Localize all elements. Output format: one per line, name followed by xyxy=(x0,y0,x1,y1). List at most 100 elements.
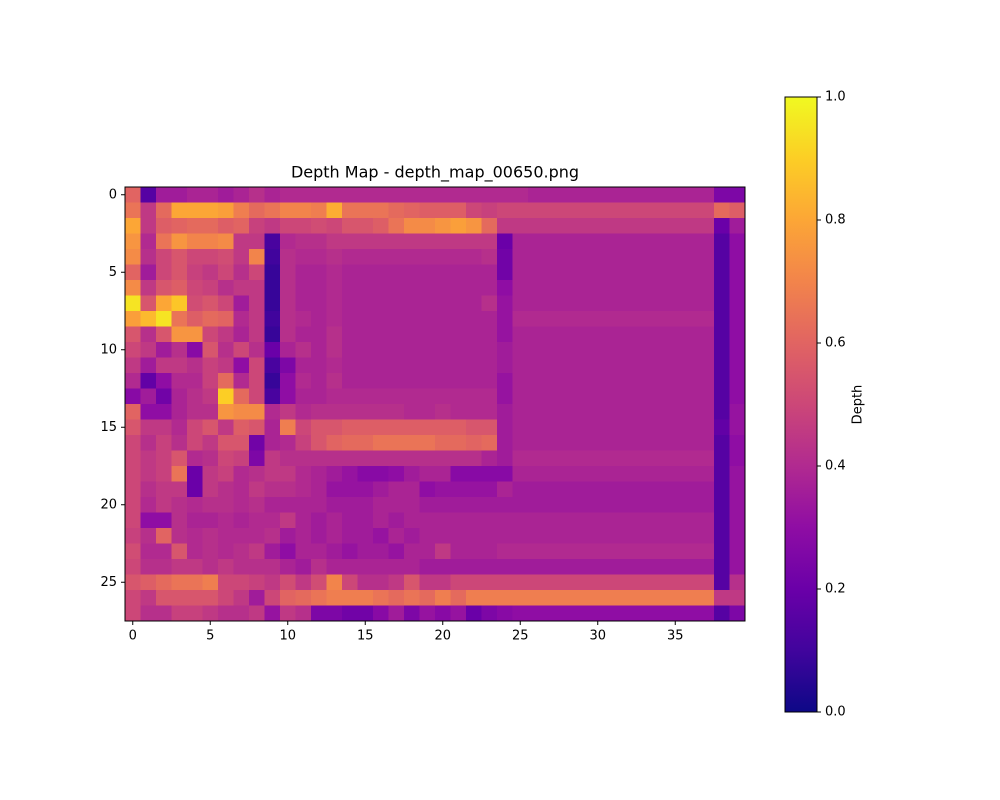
heatmap-cell xyxy=(264,497,281,513)
heatmap-cell xyxy=(512,481,529,498)
heatmap-cell xyxy=(233,202,250,219)
heatmap-cell xyxy=(528,295,544,312)
heatmap-cell xyxy=(729,233,746,250)
heatmap-cell xyxy=(466,249,482,265)
heatmap-cell xyxy=(187,202,203,219)
heatmap-cell xyxy=(171,497,188,513)
heatmap-cell xyxy=(450,497,467,513)
heatmap-cell xyxy=(435,512,451,529)
heatmap-cell xyxy=(512,357,529,374)
heatmap-cell xyxy=(605,605,622,622)
heatmap-cell xyxy=(326,466,343,482)
heatmap-cell xyxy=(698,404,715,420)
heatmap-cell xyxy=(683,574,699,591)
heatmap-cell xyxy=(605,543,622,560)
heatmap-cell xyxy=(295,326,312,343)
heatmap-cell xyxy=(373,342,389,358)
heatmap-cell xyxy=(574,481,591,498)
heatmap-cell xyxy=(404,590,420,606)
heatmap-cell xyxy=(295,342,312,358)
heatmap-cell xyxy=(249,574,265,591)
heatmap-cell xyxy=(280,543,296,560)
heatmap-cell xyxy=(481,249,498,265)
heatmap-cell xyxy=(295,373,312,389)
heatmap-cell xyxy=(419,373,436,389)
heatmap-cell xyxy=(543,559,560,575)
heatmap-cell xyxy=(388,388,405,405)
heatmap-cell xyxy=(295,559,312,575)
heatmap-cell xyxy=(450,311,467,327)
heatmap-cell xyxy=(233,497,250,513)
heatmap-cell xyxy=(233,590,250,606)
heatmap-cell xyxy=(249,264,265,281)
heatmap-cell xyxy=(373,357,389,374)
heatmap-cell xyxy=(621,559,637,575)
heatmap-cell xyxy=(419,590,436,606)
heatmap-cell xyxy=(683,326,699,343)
heatmap-cell xyxy=(388,528,405,544)
heatmap-cell xyxy=(373,574,389,591)
heatmap-cell xyxy=(388,187,405,203)
heatmap-cell xyxy=(528,404,544,420)
heatmap-cell xyxy=(373,497,389,513)
heatmap-cell xyxy=(714,543,730,560)
heatmap-cell xyxy=(683,481,699,498)
heatmap-cell xyxy=(357,218,374,234)
heatmap-cell xyxy=(543,528,560,544)
heatmap-cell xyxy=(543,512,560,529)
heatmap-cell xyxy=(543,450,560,467)
heatmap-cell xyxy=(512,574,529,591)
heatmap-cell xyxy=(280,435,296,451)
heatmap-cell xyxy=(512,373,529,389)
heatmap-cell xyxy=(698,528,715,544)
heatmap-cell xyxy=(636,373,653,389)
heatmap-cell xyxy=(450,249,467,265)
heatmap-cell xyxy=(249,450,265,467)
heatmap-cell xyxy=(218,528,234,544)
colorbar-tick-label: 0.0 xyxy=(825,705,846,720)
heatmap-cell xyxy=(171,404,188,420)
heatmap-cell xyxy=(373,233,389,250)
heatmap-cell xyxy=(481,559,498,575)
heatmap-cell xyxy=(140,512,157,529)
heatmap-cell xyxy=(295,357,312,374)
heatmap-cell xyxy=(652,574,668,591)
heatmap-cell xyxy=(233,528,250,544)
heatmap-cell xyxy=(667,202,684,219)
heatmap-cell xyxy=(357,388,374,405)
colorbar-tick-label: 0.2 xyxy=(825,582,846,597)
heatmap-cell xyxy=(729,249,746,265)
heatmap-cell xyxy=(559,543,575,560)
heatmap-cell xyxy=(528,605,544,622)
heatmap-cell xyxy=(419,342,436,358)
heatmap-cell xyxy=(357,481,374,498)
heatmap-cell xyxy=(218,574,234,591)
heatmap-cell xyxy=(171,187,188,203)
heatmap-cell xyxy=(667,342,684,358)
heatmap-cell xyxy=(295,404,312,420)
heatmap-cell xyxy=(466,528,482,544)
heatmap-cell xyxy=(311,295,327,312)
heatmap-cell xyxy=(264,481,281,498)
heatmap-cell xyxy=(264,590,281,606)
heatmap-cell xyxy=(171,419,188,436)
heatmap-cell xyxy=(528,435,544,451)
heatmap-cell xyxy=(528,543,544,560)
heatmap-cell xyxy=(543,419,560,436)
heatmap-cell xyxy=(729,512,746,529)
heatmap-cell xyxy=(435,233,451,250)
heatmap-cell xyxy=(280,512,296,529)
heatmap-cell xyxy=(590,404,606,420)
heatmap-cell xyxy=(202,497,219,513)
heatmap-cell xyxy=(233,605,250,622)
heatmap-cell xyxy=(264,543,281,560)
heatmap-cell xyxy=(404,280,420,296)
heatmap-cell xyxy=(342,357,358,374)
heatmap-cell xyxy=(373,512,389,529)
heatmap-cell xyxy=(140,249,157,265)
heatmap-cell xyxy=(559,233,575,250)
heatmap-cell xyxy=(187,311,203,327)
heatmap-cell xyxy=(466,264,482,281)
heatmap-cell xyxy=(233,187,250,203)
heatmap-cell xyxy=(590,233,606,250)
